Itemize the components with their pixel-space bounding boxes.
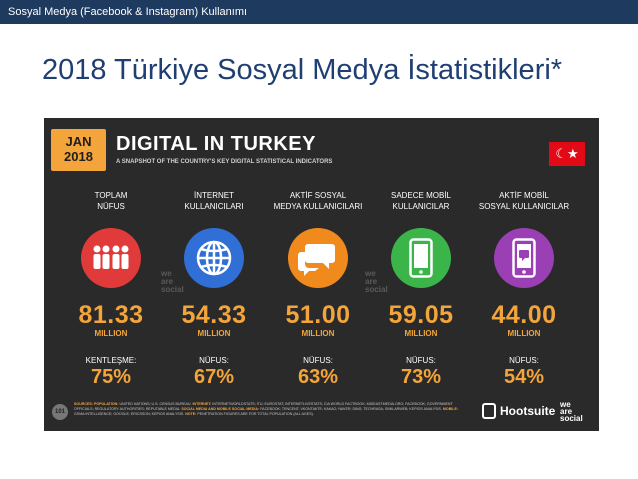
header-text: Sosyal Medya (Facebook & Instagram) Kull… — [8, 6, 248, 18]
date-year: 2018 — [64, 149, 93, 164]
watermark: we are social — [161, 269, 184, 294]
stat-column-mobile: SADECE MOBİL KULLANICILAR 59.05 MILLION … — [369, 190, 473, 388]
stat-unit: MILLION — [197, 329, 231, 338]
people-icon — [81, 228, 141, 288]
stat-percent: 75% — [90, 366, 132, 388]
stat-label: TOPLAM NÜFUS — [94, 191, 128, 211]
owl-icon — [482, 403, 496, 419]
stat-unit: MILLION — [507, 329, 541, 338]
stat-value: 59.05 — [388, 301, 454, 329]
page-title: 2018 Türkiye Sosyal Medya İstatistikleri… — [42, 54, 563, 86]
watermark: we are social — [365, 269, 388, 294]
stat-label: AKTİF MOBİL SOSYAL KULLANICILAR — [478, 191, 570, 211]
turkey-flag-icon: ☾★ — [549, 142, 585, 166]
we-are-social-logo: we are social — [560, 400, 583, 423]
infographic-title: DIGITAL IN TURKEY — [116, 133, 316, 155]
stat-sub-label: KENTLEŞME: — [85, 356, 137, 365]
stat-column-mobile-social: AKTİF MOBİL SOSYAL KULLANICILAR 44.00 MI… — [472, 190, 576, 388]
globe-icon — [184, 228, 244, 288]
stat-column-social: AKTİF SOSYAL MEDYA KULLANICILARI 51.00 M… — [266, 190, 370, 388]
stat-value: 54.33 — [181, 301, 247, 329]
stat-sub-label: NÜFUS: — [199, 356, 229, 365]
stat-sub-label: NÜFUS: — [406, 356, 436, 365]
stat-percent: 73% — [400, 366, 442, 388]
stat-unit: MILLION — [94, 329, 128, 338]
header-bar: Sosyal Medya (Facebook & Instagram) Kull… — [0, 0, 638, 24]
stat-column-population: TOPLAM NÜFUS 81.33 MILLION KENTLEŞME: 75… — [59, 190, 163, 388]
stat-column-internet: İNTERNET KULLANICILARI 54.33 MILLION NÜF… — [162, 190, 266, 388]
mobile-chat-icon — [494, 228, 554, 288]
stat-label: AKTİF SOSYAL MEDYA KULLANICILARI — [273, 191, 363, 211]
infographic-subtitle: A SNAPSHOT OF THE COUNTRY'S KEY DIGITAL … — [116, 159, 333, 165]
page-number-badge: 101 — [52, 404, 68, 420]
stat-value: 44.00 — [491, 301, 557, 329]
hootsuite-logo: Hootsuite — [482, 403, 555, 419]
infographic: JAN 2018 DIGITAL IN TURKEY A SNAPSHOT OF… — [44, 118, 599, 431]
date-badge: JAN 2018 — [51, 129, 106, 171]
stat-value: 51.00 — [285, 301, 351, 329]
stat-percent: 63% — [297, 366, 339, 388]
stat-unit: MILLION — [404, 329, 438, 338]
stat-unit: MILLION — [301, 329, 335, 338]
date-month: JAN — [65, 134, 92, 149]
stat-label: SADECE MOBİL KULLANICILAR — [390, 191, 451, 211]
stat-percent: 54% — [503, 366, 545, 388]
mobile-phone-icon — [391, 228, 451, 288]
stat-percent: 67% — [193, 366, 235, 388]
sources-note: SOURCES: POPULATION: UNITED NATIONS; U.S… — [74, 402, 459, 416]
stat-sub-label: NÜFUS: — [509, 356, 539, 365]
stat-label: İNTERNET KULLANICILARI — [184, 191, 244, 211]
stat-value: 81.33 — [78, 301, 144, 329]
chat-bubbles-icon — [288, 228, 348, 288]
stat-sub-label: NÜFUS: — [303, 356, 333, 365]
